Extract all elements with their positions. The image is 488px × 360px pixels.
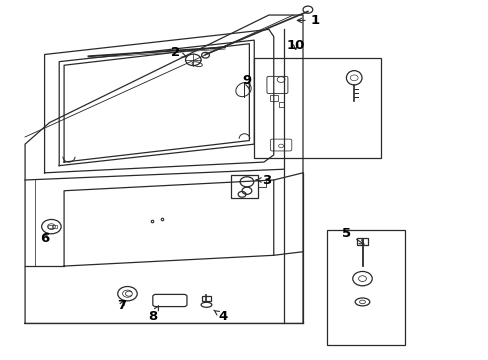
Text: 6: 6 [40,231,49,244]
Text: 8: 8 [148,306,158,323]
Bar [327,230,405,345]
Text: 7: 7 [117,299,126,312]
Text: 9: 9 [242,74,251,90]
Bar [278,102,284,107]
Text: 2: 2 [170,46,186,59]
Text: 4: 4 [213,310,228,324]
Bar [356,238,367,244]
Text: 1: 1 [297,14,319,27]
Text: 3: 3 [256,174,270,186]
Bar [230,175,257,198]
Text: 10: 10 [286,39,304,52]
Text: 5: 5 [342,226,363,244]
Bar [202,296,210,301]
Bar [257,180,266,187]
Bar [52,225,57,228]
Bar [254,58,380,158]
Bar [270,95,278,101]
Bar [48,225,53,228]
